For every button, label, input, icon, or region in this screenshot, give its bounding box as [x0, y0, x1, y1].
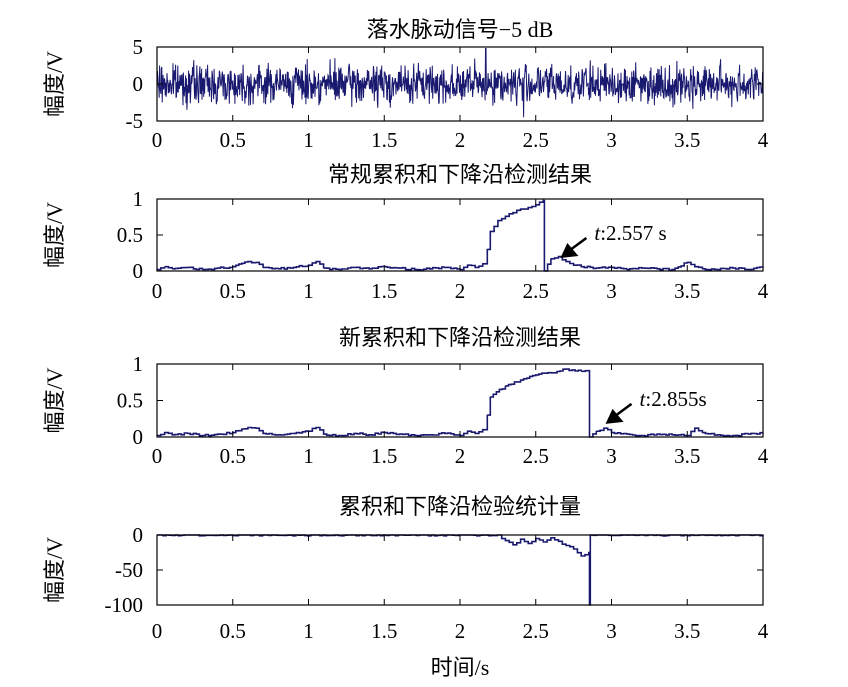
panel-1-ytick-label: -5 [126, 109, 144, 133]
panel-3-xtick-label: 2.5 [523, 444, 549, 468]
panel-3-ytick-label: 1 [133, 352, 144, 376]
panel-1-xtick-label: 1 [303, 128, 314, 152]
panel-4-xtick-label: 4 [758, 619, 769, 643]
panel-1-xtick-label: 3 [606, 128, 617, 152]
panel-4-xtick-label: 0.5 [220, 619, 246, 643]
panel-4-xtick-label: 3 [606, 619, 617, 643]
panel-4-xtick-label: 0 [152, 619, 163, 643]
panel-2-series-line [157, 199, 764, 272]
panel-3-ylabel: 幅度/V [42, 367, 67, 433]
panel-2-xtick-label: 2.5 [523, 279, 549, 303]
panel-4-xtick-label: 1 [303, 619, 314, 643]
panel-2-xtick-label: 3 [606, 279, 617, 303]
panel-1-xtick-label: 4 [758, 128, 769, 152]
panel-4-axes-box [156, 534, 764, 606]
panel-4-xtick-label: 2.5 [523, 619, 549, 643]
panel-1-xtick-label: 2.5 [523, 128, 549, 152]
panel-2-ytick-label: 0 [133, 259, 144, 283]
panel-2-xtick-label: 0 [152, 279, 163, 303]
panel-4-xtick-label: 3.5 [674, 619, 700, 643]
panel-4-series-line [157, 534, 764, 606]
panel-2-xtick-label: 1.5 [371, 279, 397, 303]
panel-3-xtick-label: 2 [455, 444, 466, 468]
panel-3-xtick-label: 4 [758, 444, 769, 468]
panel-3-ytick-label: 0.5 [117, 389, 143, 413]
panel-3-title: 新累积和下降沿检测结果 [339, 325, 581, 350]
panel-2-annotation: t:2.557 s [594, 221, 666, 245]
panel-4-ytick-label: -100 [105, 593, 144, 617]
panel-2-ylabel: 幅度/V [42, 202, 67, 268]
panel-1-ytick-label: 0 [133, 72, 144, 96]
panel-4-ylabel: 幅度/V [42, 537, 67, 603]
panel-1-xtick-label: 3.5 [674, 128, 700, 152]
panel-1: 落水脉动信号−5 dB 幅度/V 0 0.5 1 1.5 2 2.5 3 3.5 4 5 0 -5 [42, 17, 769, 152]
panel-1-ytick-label: 5 [133, 35, 144, 59]
panel-4-ytick-label: -50 [115, 558, 143, 582]
xaxis-label: 时间/s [431, 655, 490, 680]
panel-2-title: 常规累积和下降沿检测结果 [328, 162, 592, 187]
panel-2-xtick-label: 2 [455, 279, 466, 303]
panel-3-xtick-label: 0 [152, 444, 163, 468]
panel-1-xtick-label: 2 [455, 128, 466, 152]
panel-4-xtick-label: 1.5 [371, 619, 397, 643]
panel-1-xtick-label: 0.5 [220, 128, 246, 152]
panel-3-annotation-arrow-head [605, 408, 624, 424]
panel-2-annotation-arrow-head [560, 243, 579, 259]
panel-2-ytick-label: 0.5 [117, 223, 143, 247]
panel-3-xtick-label: 0.5 [220, 444, 246, 468]
panel-3-xtick-label: 3.5 [674, 444, 700, 468]
panel-3-xtick-label: 3 [606, 444, 617, 468]
panel-4-ytick-label: 0 [133, 523, 144, 547]
panel-3-xtick-label: 1.5 [371, 444, 397, 468]
panel-1-xtick-label: 0 [152, 128, 163, 152]
panel-3-ytick-label: 0 [133, 425, 144, 449]
panel-4-title: 累积和下降沿检验统计量 [339, 494, 581, 519]
panel-1-signal-line [156, 48, 764, 118]
panel-2-xtick-label: 1 [303, 279, 314, 303]
panel-2-xtick-label: 4 [758, 279, 769, 303]
panel-3-annotation: t:2.855s [640, 387, 707, 411]
panel-1-title: 落水脉动信号−5 dB [367, 17, 554, 42]
panel-2-axes-box [156, 198, 764, 272]
panel-2-ytick-label: 1 [133, 187, 144, 211]
panel-2-xtick-label: 3.5 [674, 279, 700, 303]
panel-1-ylabel: 幅度/V [42, 51, 67, 117]
panel-1-xtick-label: 1.5 [371, 128, 397, 152]
panel-3-xtick-label: 1 [303, 444, 314, 468]
panel-2-xtick-label: 0.5 [220, 279, 246, 303]
panel-4-xtick-label: 2 [455, 619, 466, 643]
